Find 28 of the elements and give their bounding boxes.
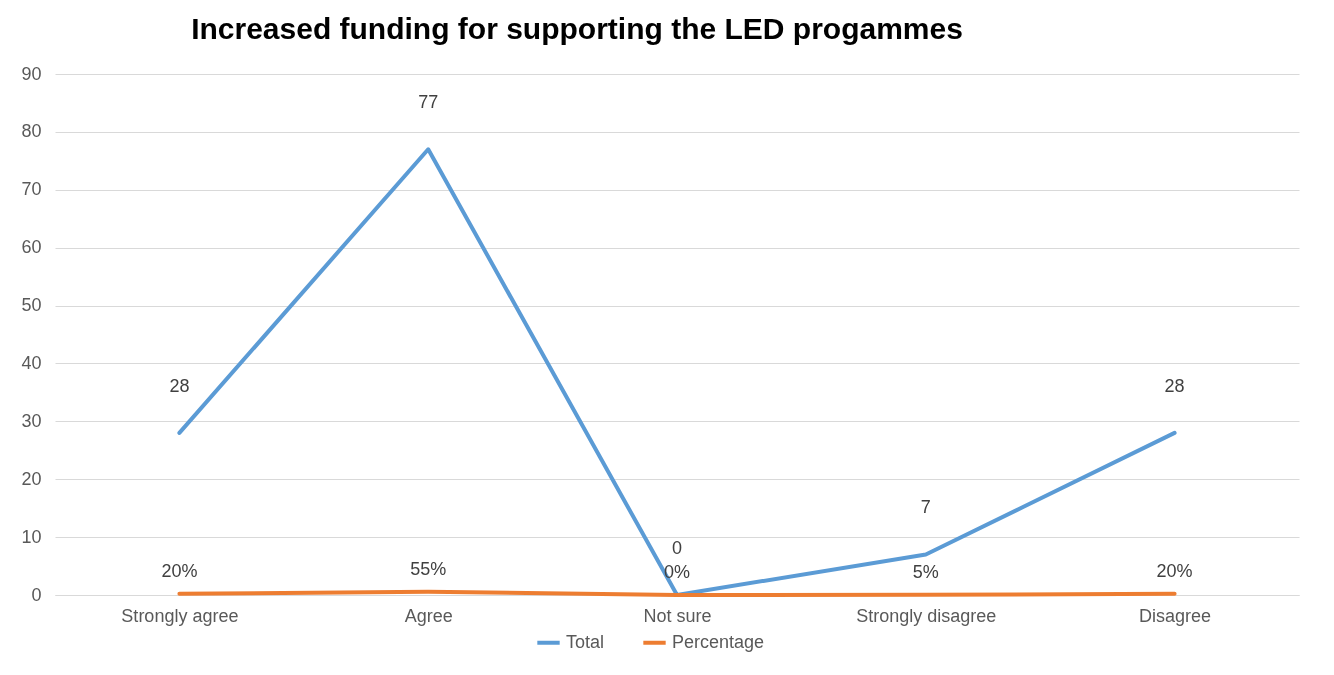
legend-label: Percentage <box>672 631 765 652</box>
chart-title: Increased funding for supporting the LED progammes <box>191 12 963 45</box>
x-tick-label: Strongly agree <box>121 605 239 626</box>
data-label: 55% <box>410 558 447 579</box>
data-label: 20% <box>1156 560 1193 581</box>
data-label: 7 <box>920 497 931 518</box>
y-tick-label: 60 <box>21 237 42 258</box>
y-tick-label: 30 <box>21 410 42 431</box>
data-label: 28 <box>1164 375 1185 396</box>
data-label: 5% <box>912 561 939 582</box>
x-tick-label: Not sure <box>643 605 712 626</box>
x-tick-label: Strongly disagree <box>856 605 997 626</box>
y-tick-label: 90 <box>21 63 42 84</box>
y-tick-label: 0 <box>31 584 42 605</box>
data-label: 77 <box>418 92 439 113</box>
y-tick-label: 50 <box>21 295 42 316</box>
data-label: 0% <box>663 562 691 582</box>
y-tick-label: 10 <box>21 526 42 547</box>
data-label: 20% <box>161 560 198 581</box>
legend-label: Total <box>566 631 605 652</box>
x-tick-label: Disagree <box>1139 605 1212 626</box>
y-tick-label: 80 <box>21 121 42 142</box>
x-tick-label: Agree <box>404 605 453 626</box>
data-label: 0 <box>671 538 683 558</box>
y-tick-label: 70 <box>21 179 42 200</box>
y-tick-label: 20 <box>21 468 42 489</box>
y-tick-label: 40 <box>21 352 42 373</box>
data-label: 28 <box>169 375 190 396</box>
